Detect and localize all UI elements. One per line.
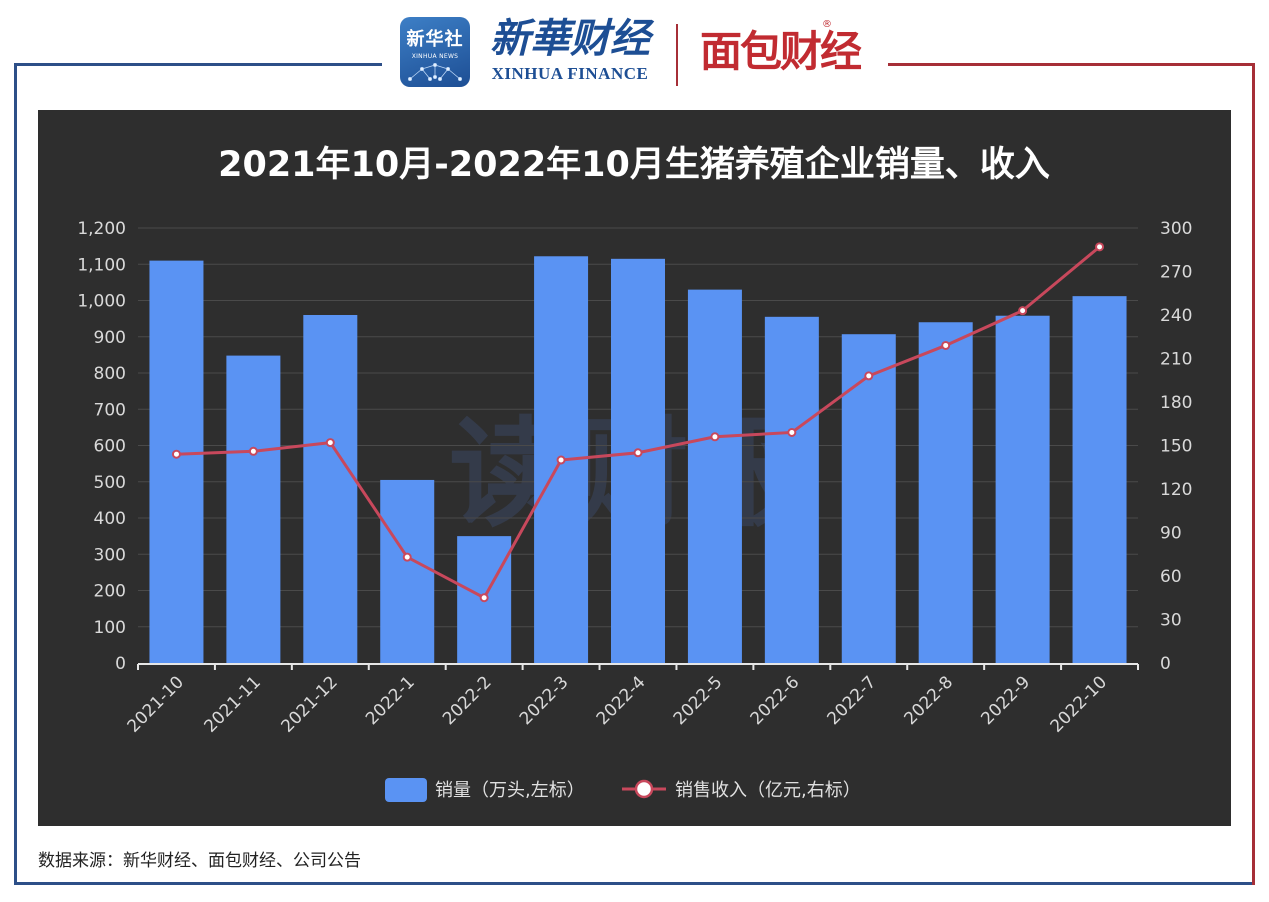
revenue-point-2022-10 xyxy=(1095,242,1105,252)
bar-2022-7 xyxy=(841,334,896,663)
xinhua-badge-en: XINHUA NEWS xyxy=(411,53,459,60)
chart-panel: 读财报 2021年10月-2022年10月生猪养殖企业销量、收入 0100200… xyxy=(38,110,1231,826)
revenue-point-2022-3 xyxy=(556,455,566,465)
y-right-tick-label: 0 xyxy=(1160,654,1171,674)
y-left-tick-label: 500 xyxy=(94,473,126,493)
y-left-tick-label: 600 xyxy=(94,437,126,457)
xinhua-finance-logo: 新華财经 XINHUA FINANCE xyxy=(480,14,660,90)
y-left-tick-label: 1,100 xyxy=(77,255,126,275)
bar-2021-10 xyxy=(149,260,204,663)
x-tick-label: 2022-10 xyxy=(1047,672,1111,736)
y-left-tick-label: 1,000 xyxy=(77,292,126,312)
finance-logo-en: XINHUA FINANCE xyxy=(491,64,649,83)
x-tick-label: 2021-10 xyxy=(124,672,188,736)
chart-svg: 读财报 2021年10月-2022年10月生猪养殖企业销量、收入 0100200… xyxy=(77,144,1192,802)
x-tick-label: 2021-11 xyxy=(201,672,265,736)
logo-divider xyxy=(676,24,678,86)
bar-2022-1 xyxy=(380,479,435,663)
legend-line-marker xyxy=(634,779,654,799)
x-tick-label: 2022-7 xyxy=(824,672,881,729)
y-right-tick-label: 120 xyxy=(1160,480,1192,500)
revenue-point-2022-8 xyxy=(941,340,951,350)
y-right-tick-label: 30 xyxy=(1160,611,1182,631)
x-tick-label: 2022-3 xyxy=(516,672,573,729)
frame-line-right-top xyxy=(888,63,1255,66)
y-right-tick-label: 60 xyxy=(1160,567,1182,587)
frame-line-left xyxy=(14,63,17,885)
chart-title: 2021年10月-2022年10月生猪养殖企业销量、收入 xyxy=(218,144,1050,185)
mianbao-finance-logo: 面包财经 xyxy=(700,27,862,76)
y-right-tick-label: 90 xyxy=(1160,524,1182,544)
y-left-tick-label: 200 xyxy=(94,582,126,602)
y-left-tick-label: 1,200 xyxy=(77,219,126,239)
revenue-point-2022-4 xyxy=(633,448,643,458)
frame-line-right xyxy=(1252,63,1255,885)
revenue-point-2022-9 xyxy=(1018,306,1028,316)
y-left-tick-label: 300 xyxy=(94,545,126,565)
network-icon xyxy=(408,63,463,81)
xinhua-news-logo: 新华社 XINHUA NEWS xyxy=(400,17,470,87)
y-left-tick-label: 700 xyxy=(94,400,126,420)
bar-2021-12 xyxy=(303,315,358,663)
bar-2022-10 xyxy=(1072,296,1127,663)
bar-2021-11 xyxy=(226,355,281,663)
revenue-point-2021-10 xyxy=(171,449,181,459)
legend-bar-swatch xyxy=(385,778,427,802)
y-right-tick-label: 300 xyxy=(1160,219,1192,239)
x-tick-label: 2022-2 xyxy=(439,672,496,729)
bar-2022-8 xyxy=(918,322,973,663)
y-left-tick-label: 0 xyxy=(115,654,126,674)
bar-2022-6 xyxy=(764,316,819,663)
legend-line-label: 销售收入（亿元,右标） xyxy=(675,780,861,801)
y-left-tick-label: 400 xyxy=(94,509,126,529)
finance-logo-cn: 新華财经 xyxy=(490,15,650,62)
x-tick-label: 2022-1 xyxy=(362,672,419,729)
frame-line-left-top xyxy=(14,63,382,66)
bar-2022-5 xyxy=(687,289,742,663)
y-right-tick-label: 150 xyxy=(1160,437,1192,457)
x-tick-label: 2022-5 xyxy=(670,672,727,729)
legend-bar-label: 销量（万头,左标） xyxy=(435,780,585,801)
y-left-tick-label: 900 xyxy=(94,328,126,348)
revenue-point-2021-11 xyxy=(248,446,258,456)
y-right-tick-label: 240 xyxy=(1160,306,1192,326)
x-tick-label: 2022-6 xyxy=(747,672,804,729)
bar-2022-4 xyxy=(611,258,665,663)
revenue-point-2021-12 xyxy=(325,438,335,448)
revenue-point-2022-6 xyxy=(787,427,797,437)
x-tick-label: 2021-12 xyxy=(277,672,341,736)
bar-2022-9 xyxy=(995,315,1050,663)
y-right-tick-label: 180 xyxy=(1160,393,1192,413)
y-left-tick-label: 100 xyxy=(94,618,126,638)
x-tick-label: 2022-9 xyxy=(977,672,1034,729)
y-right-tick-label: 270 xyxy=(1160,263,1192,283)
revenue-point-2022-5 xyxy=(710,432,720,442)
y-left-tick-label: 800 xyxy=(94,364,126,384)
revenue-point-2022-2 xyxy=(479,593,489,603)
revenue-point-2022-1 xyxy=(402,552,412,562)
y-right-tick-label: 210 xyxy=(1160,350,1192,370)
xinhua-badge-cn: 新华社 xyxy=(406,29,464,50)
x-tick-label: 2022-4 xyxy=(593,672,650,729)
registered-mark: ® xyxy=(822,19,832,30)
data-source-note: 数据来源：新华财经、面包财经、公司公告 xyxy=(38,851,361,871)
x-tick-label: 2022-8 xyxy=(901,672,958,729)
revenue-point-2022-7 xyxy=(864,371,874,381)
frame-line-bottom xyxy=(14,882,1255,885)
